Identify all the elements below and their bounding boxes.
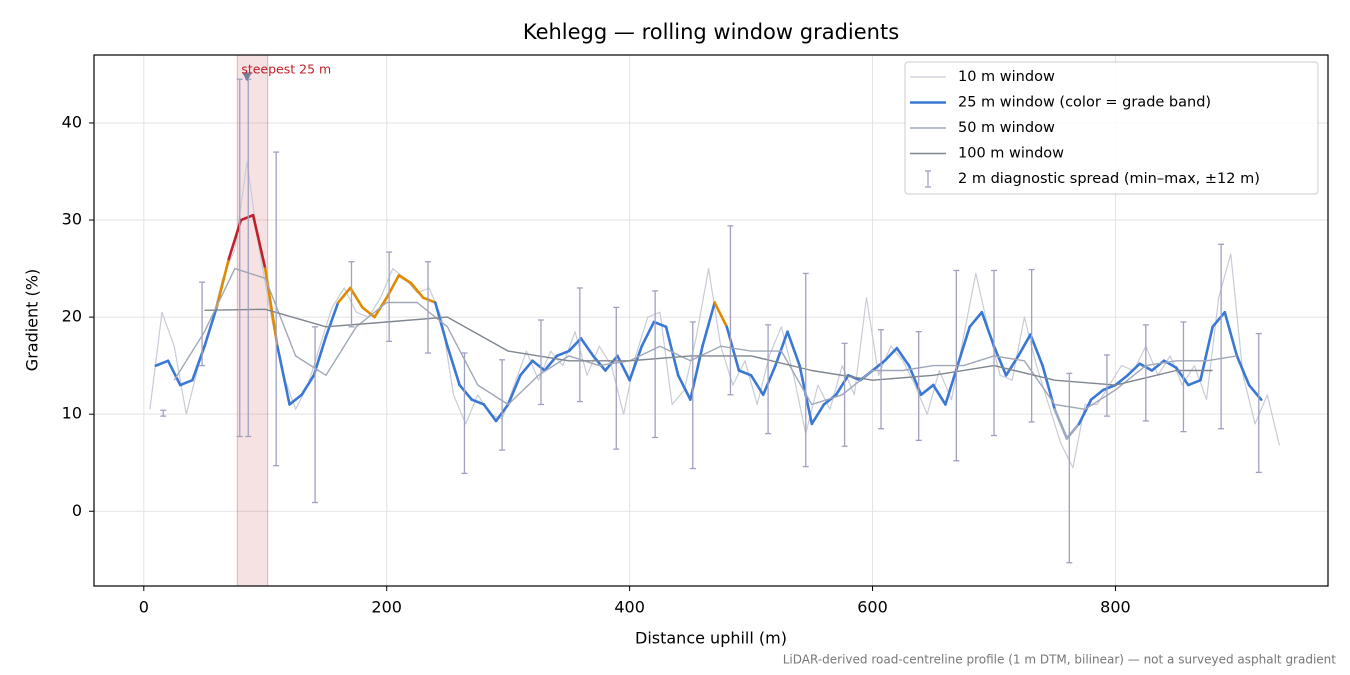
line-segment [579, 337, 595, 358]
y-axis-label: Gradient (%) [23, 269, 42, 371]
line-segment [652, 320, 668, 329]
line-segment [701, 301, 716, 348]
line-segment [154, 359, 170, 367]
line-segment [397, 274, 413, 285]
line-segment [446, 344, 461, 387]
line-segment [919, 383, 935, 397]
line-segment [628, 344, 644, 382]
x-tick-label: 200 [371, 598, 402, 617]
line-segment [1029, 333, 1044, 367]
steepest-marker [242, 72, 253, 82]
series-line [173, 267, 1238, 410]
x-tick-label: 600 [857, 598, 888, 617]
line-segment [956, 325, 972, 367]
legend-label: 25 m window (color = grade band) [958, 95, 1211, 111]
line-segment [1053, 408, 1069, 440]
x-tick-label: 0 [139, 598, 149, 617]
annotation: steepest 25 m [241, 62, 331, 77]
line-segment [992, 344, 1008, 377]
line-segment [737, 369, 753, 377]
line-segment [324, 301, 340, 338]
line-segment [1102, 383, 1117, 392]
plot-frame [93, 54, 1329, 587]
line-segment [1223, 310, 1239, 358]
line-segment [591, 354, 607, 372]
x-tick-label: 800 [1100, 598, 1131, 617]
line-segment [239, 213, 255, 222]
line-segment [664, 325, 680, 377]
y-tick-label: 30 [62, 210, 82, 229]
line-segment [968, 310, 984, 329]
legend-label: 50 m window [958, 120, 1055, 136]
line-segment [361, 306, 376, 319]
line-segment [458, 383, 474, 401]
line-segment [1077, 398, 1093, 426]
line-segment [482, 403, 498, 423]
line-segment [178, 378, 194, 387]
line-segment [555, 349, 571, 358]
line-segment [980, 310, 996, 348]
highlight-span [236, 54, 269, 587]
line-segment [276, 344, 291, 406]
line-segment [1016, 333, 1032, 358]
y-tick-label: 20 [62, 307, 82, 326]
line-segment [336, 286, 352, 304]
line-segment [774, 330, 789, 367]
line-segment [616, 354, 631, 382]
y-tick-label: 40 [62, 112, 82, 131]
line-segment [1114, 374, 1129, 387]
line-segment [215, 257, 231, 309]
y-tick-label: 10 [62, 404, 82, 423]
line-segment [883, 346, 899, 363]
line-segment [1235, 354, 1251, 387]
line-segment [895, 346, 911, 367]
line-segment [251, 213, 267, 270]
line-segment [288, 393, 303, 406]
line-segment [409, 281, 425, 299]
line-segment [761, 364, 777, 397]
line-segment [300, 374, 316, 397]
line-segment [531, 359, 546, 372]
line-segment [834, 374, 850, 397]
line-segment [519, 359, 534, 377]
line-segment [1199, 325, 1214, 382]
legend-box [904, 61, 1319, 195]
line-segment [470, 398, 486, 406]
line-segment [676, 374, 692, 401]
line-segment [1089, 388, 1105, 401]
legend-label: 10 m window [958, 69, 1055, 85]
line-segment [227, 218, 243, 261]
line-segment [749, 374, 765, 397]
x-tick-label: 400 [614, 598, 645, 617]
y-tick-label: 0 [72, 501, 82, 520]
line-segment [713, 301, 729, 329]
legend-label: 100 m window [958, 146, 1064, 162]
line-segment [506, 374, 522, 406]
line-segment [348, 286, 364, 309]
line-segment [433, 301, 449, 348]
line-segment [822, 393, 838, 406]
line-segment [567, 337, 583, 353]
line-segment [1211, 310, 1227, 329]
line-segment [1187, 378, 1202, 387]
footnote: LiDAR-derived road-centreline profile (1… [783, 653, 1337, 667]
line-segment [1126, 362, 1142, 377]
line-segment [871, 359, 886, 372]
line-segment [640, 320, 656, 348]
line-segment [810, 403, 826, 426]
line-segment [931, 383, 947, 406]
chart-title: Kehlegg — rolling window gradients [523, 20, 899, 44]
line-segment [786, 330, 801, 367]
series-line [204, 308, 1213, 386]
line-segment [203, 306, 218, 348]
legend-label: 2 m diagnostic spread (min–max, ±12 m) [958, 171, 1260, 187]
x-axis-label: Distance uphill (m) [635, 629, 787, 648]
series-line [149, 161, 1280, 469]
line-segment [166, 359, 182, 387]
line-segment [421, 296, 437, 304]
